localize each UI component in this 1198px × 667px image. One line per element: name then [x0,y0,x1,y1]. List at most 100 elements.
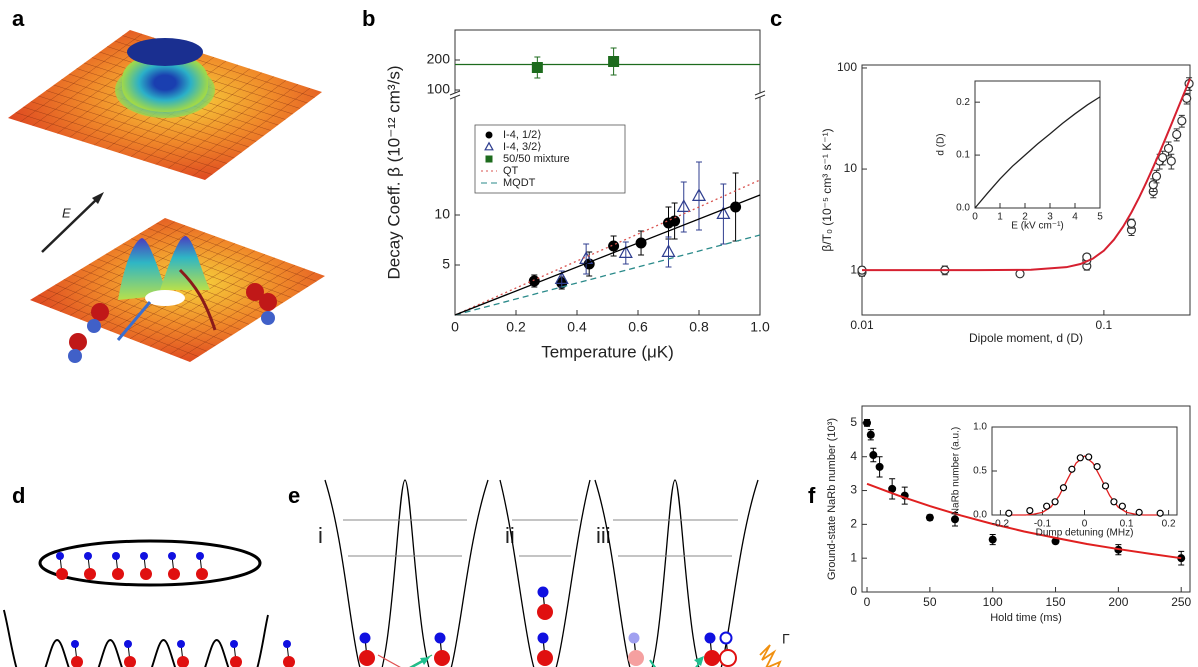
arrow [178,268,217,331]
legend-swatch [485,155,493,163]
atom [628,650,644,666]
atom [537,632,549,644]
trap [38,539,262,587]
marker [875,462,884,471]
field-label: E [62,205,71,220]
panel-d: d [2,483,295,667]
x-axis-title: Dipole moment, d (D) [969,331,1083,345]
marker [531,62,543,73]
molecules [56,552,295,667]
x-tick-label: 0.2 [1162,519,1176,530]
y-tick-label: 200 [427,51,451,67]
marker [988,535,997,544]
x-tick-label: 0.8 [689,318,709,334]
atom [140,552,148,560]
x-tick-label: 4 [1072,212,1078,223]
y-tick-label: 0.2 [956,97,970,108]
y-tick-label: 2 [850,517,857,531]
x-tick-label: 200 [1108,595,1128,609]
marker [618,245,633,258]
x-tick-label: 100 [983,595,1003,609]
axis-break [449,90,461,96]
marker [1135,508,1143,516]
series-line [454,179,761,316]
x-axis-title: Hold time (ms) [990,612,1062,624]
grid-line [169,268,306,355]
grid-line [192,87,311,177]
x-axis-title: E (kV cm⁻¹) [1011,221,1064,232]
y-tick-label: 1 [850,262,857,276]
atom [124,656,136,667]
atom [124,640,132,648]
marker [608,240,620,252]
marker [1110,498,1118,506]
x-tick-label: 0 [864,595,871,609]
panel-label: f [808,483,816,508]
atom [168,552,176,560]
atom [283,640,291,648]
atom [91,303,109,321]
molecules [359,586,737,667]
y-tick-label: 1.0 [973,422,987,433]
series-line [862,78,1191,272]
single-well [499,479,591,667]
panel-label: e [288,483,300,508]
atom [628,632,640,644]
legend-label: I-4, 1/2⟩ [503,129,542,141]
atom [537,586,549,598]
atom [196,552,204,560]
legend-label: I-4, 3/2⟩ [503,141,542,153]
x-tick-label: 250 [1171,595,1191,609]
axis-break-gap [449,93,461,97]
x-tick-label: 150 [1046,595,1066,609]
atom [112,552,120,560]
arrow [116,301,152,341]
decay [759,644,782,667]
atom [68,349,82,363]
marker [1126,218,1137,229]
x-tick-label: 0.1 [1096,318,1113,332]
x-tick-label: 0 [972,212,978,223]
atom [196,568,208,580]
panel-a: a E [8,6,325,363]
marker [716,206,731,219]
series-line [866,482,1182,560]
x-tick-label: 0 [1082,519,1088,530]
marker [1158,152,1168,163]
series-line [454,194,761,316]
legend-swatch [484,141,494,151]
error-bar [583,243,590,275]
marker [866,430,875,439]
y-tick-label: 5 [850,415,857,429]
marker [1076,454,1084,462]
marker [1101,482,1110,490]
atom [177,640,185,648]
atom [140,568,152,580]
arrowhead [92,192,104,204]
x-tick-label: 0.01 [850,318,874,332]
atom [69,333,87,351]
x-tick-label: 5 [1097,212,1103,223]
chart: -0.2 -0.1 0 0.1 0.2 0.0 0.5 1.0 Dump detuning (M… [951,422,1178,539]
atom [434,632,446,644]
atom [537,604,553,620]
double-well [594,479,759,667]
marker [528,275,540,287]
atom [168,568,180,580]
series-line [454,234,761,316]
y-tick-label: 0.0 [956,203,970,214]
grid-line [156,222,317,282]
error-bar [680,181,687,233]
peak [118,238,168,300]
atom [434,650,450,666]
double-well [324,479,489,667]
grid-line [167,80,287,169]
marker [950,515,959,524]
x-tick-label: 1.0 [750,318,770,334]
legend-label: QT [503,165,519,177]
y-axis-title: Ground-state NaRb number (10³) [826,418,838,580]
legend-box [474,124,626,194]
part-label: ii [505,523,515,548]
arrow [410,659,426,667]
